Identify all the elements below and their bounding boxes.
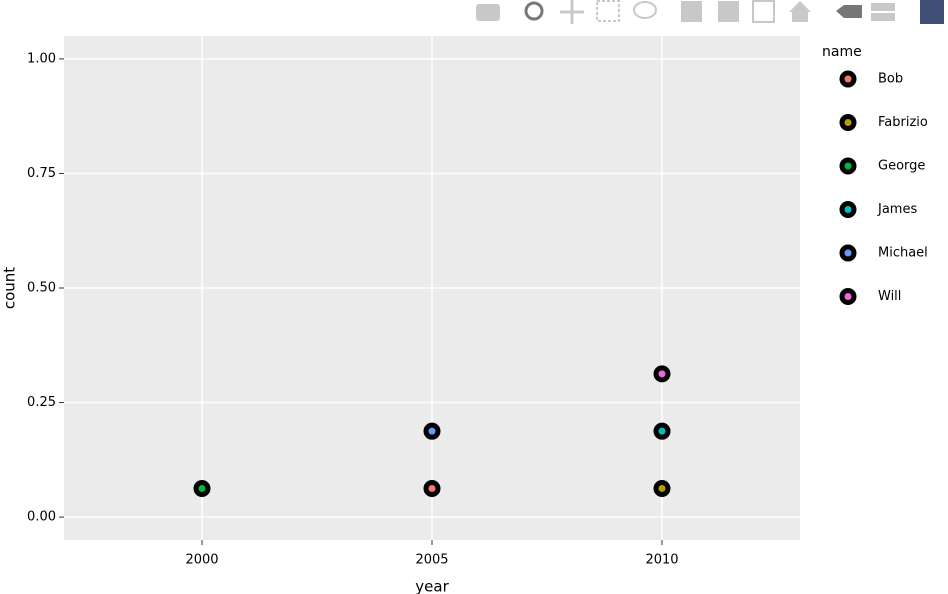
y-axis-title: count [1, 267, 19, 309]
reset-icon[interactable] [789, 1, 811, 22]
x-axis-title: year [415, 578, 449, 594]
point [423, 422, 441, 440]
y-tick-label: 1.00 [27, 51, 56, 66]
x-tick-label: 2000 [185, 553, 218, 568]
lasso-icon[interactable] [633, 1, 657, 19]
legend-marker [839, 288, 857, 305]
legend-marker [839, 70, 857, 88]
zoom-in-icon[interactable] [681, 1, 702, 22]
legend-title: name [822, 44, 862, 60]
pan-icon[interactable] [560, 0, 584, 24]
zoom-icon[interactable] [524, 1, 544, 21]
legend-label: Fabrizio [878, 115, 928, 130]
x-tick-label: 2010 [645, 553, 678, 568]
legend-marker [839, 201, 857, 218]
point [653, 365, 671, 383]
camera-icon[interactable] [476, 4, 500, 21]
point [653, 479, 671, 497]
legend-label: Bob [878, 72, 903, 87]
legend-marker [839, 114, 857, 131]
legend-marker [839, 157, 857, 175]
autoscale-icon[interactable] [752, 0, 775, 23]
legend-label: James [877, 202, 917, 217]
y-tick-label: 0.75 [27, 166, 56, 181]
spike-icon[interactable] [836, 5, 862, 18]
hover-icon[interactable] [871, 3, 895, 21]
x-tick-label: 2005 [415, 553, 448, 568]
legend-label: Will [878, 289, 901, 304]
point [423, 479, 441, 497]
y-tick-label: 0.50 [27, 281, 56, 296]
point [193, 479, 211, 497]
legend-label: George [878, 159, 925, 174]
legend-marker [839, 244, 857, 262]
box-select-icon[interactable] [596, 0, 620, 22]
y-tick-label: 0.25 [27, 395, 56, 410]
zoom-out-icon[interactable] [718, 1, 739, 22]
y-tick-label: 0.00 [27, 510, 56, 525]
point [653, 422, 671, 440]
plotly-logo[interactable] [920, 0, 944, 24]
modebar[interactable] [476, 0, 944, 24]
legend-label: Michael [878, 246, 928, 261]
